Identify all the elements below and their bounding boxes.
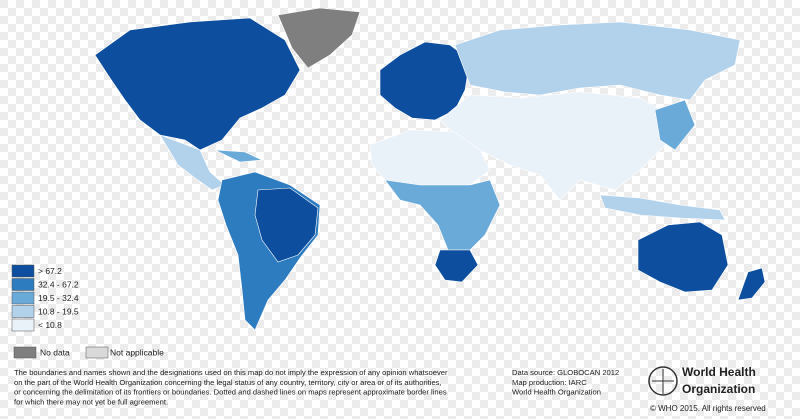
greenland — [277, 7, 361, 69]
logo-emblem — [648, 366, 678, 396]
legend-label: < 10.8 — [38, 320, 62, 330]
north-america — [94, 17, 301, 151]
who-logo: World Health Organization © WHO 2015. Al… — [648, 365, 766, 413]
australia — [637, 221, 729, 293]
legend-swatch — [11, 278, 35, 291]
legend-label: 19.5 - 32.4 — [38, 293, 79, 303]
africa-north — [369, 129, 491, 186]
brazil — [254, 187, 319, 263]
copyright: © WHO 2015. All rights reserved — [650, 404, 766, 413]
asia — [439, 91, 671, 201]
disclaimer-line: on the part of the World Health Organiza… — [14, 378, 442, 387]
legend-swatch — [13, 346, 37, 359]
logo-line2: Organization — [682, 382, 755, 396]
europe — [379, 41, 471, 121]
southeast-asia — [599, 194, 726, 221]
legend: > 67.2 32.4 - 67.2 19.5 - 32.4 10.8 - 19.5 <… — [11, 264, 164, 359]
disclaimer-line: The boundaries and names shown and the d… — [14, 368, 448, 377]
legend-label: No data — [40, 347, 70, 357]
central-america — [159, 134, 226, 191]
new-zealand — [737, 267, 766, 301]
caribbean — [214, 149, 264, 163]
east-asia — [654, 99, 696, 151]
world-map — [94, 7, 766, 331]
legend-label: 32.4 - 67.2 — [38, 279, 79, 289]
russia — [454, 21, 741, 101]
legend-swatch — [85, 346, 109, 359]
legend-swatch — [11, 305, 35, 318]
source-line: Map production: IARC — [512, 378, 587, 387]
logo-emblem-lines — [652, 369, 674, 394]
legend-label: Not applicable — [110, 347, 164, 357]
africa-central — [384, 179, 501, 251]
africa-south — [434, 249, 479, 283]
disclaimer-line: or concerning the delimitation of its fr… — [14, 388, 447, 397]
source-line: Data source: GLOBOCAN 2012 — [512, 368, 619, 377]
legend-swatch — [11, 291, 35, 305]
source-line: World Health Organization — [512, 388, 601, 397]
disclaimer-line: for which there may not yet be full agre… — [14, 397, 168, 406]
disclaimer: The boundaries and names shown and the d… — [14, 368, 448, 406]
legend-swatch — [11, 318, 35, 332]
logo-line1: World Health — [682, 365, 756, 379]
legend-label: 10.8 - 19.5 — [38, 306, 79, 316]
legend-swatch — [11, 264, 35, 278]
legend-label: > 67.2 — [38, 266, 62, 276]
